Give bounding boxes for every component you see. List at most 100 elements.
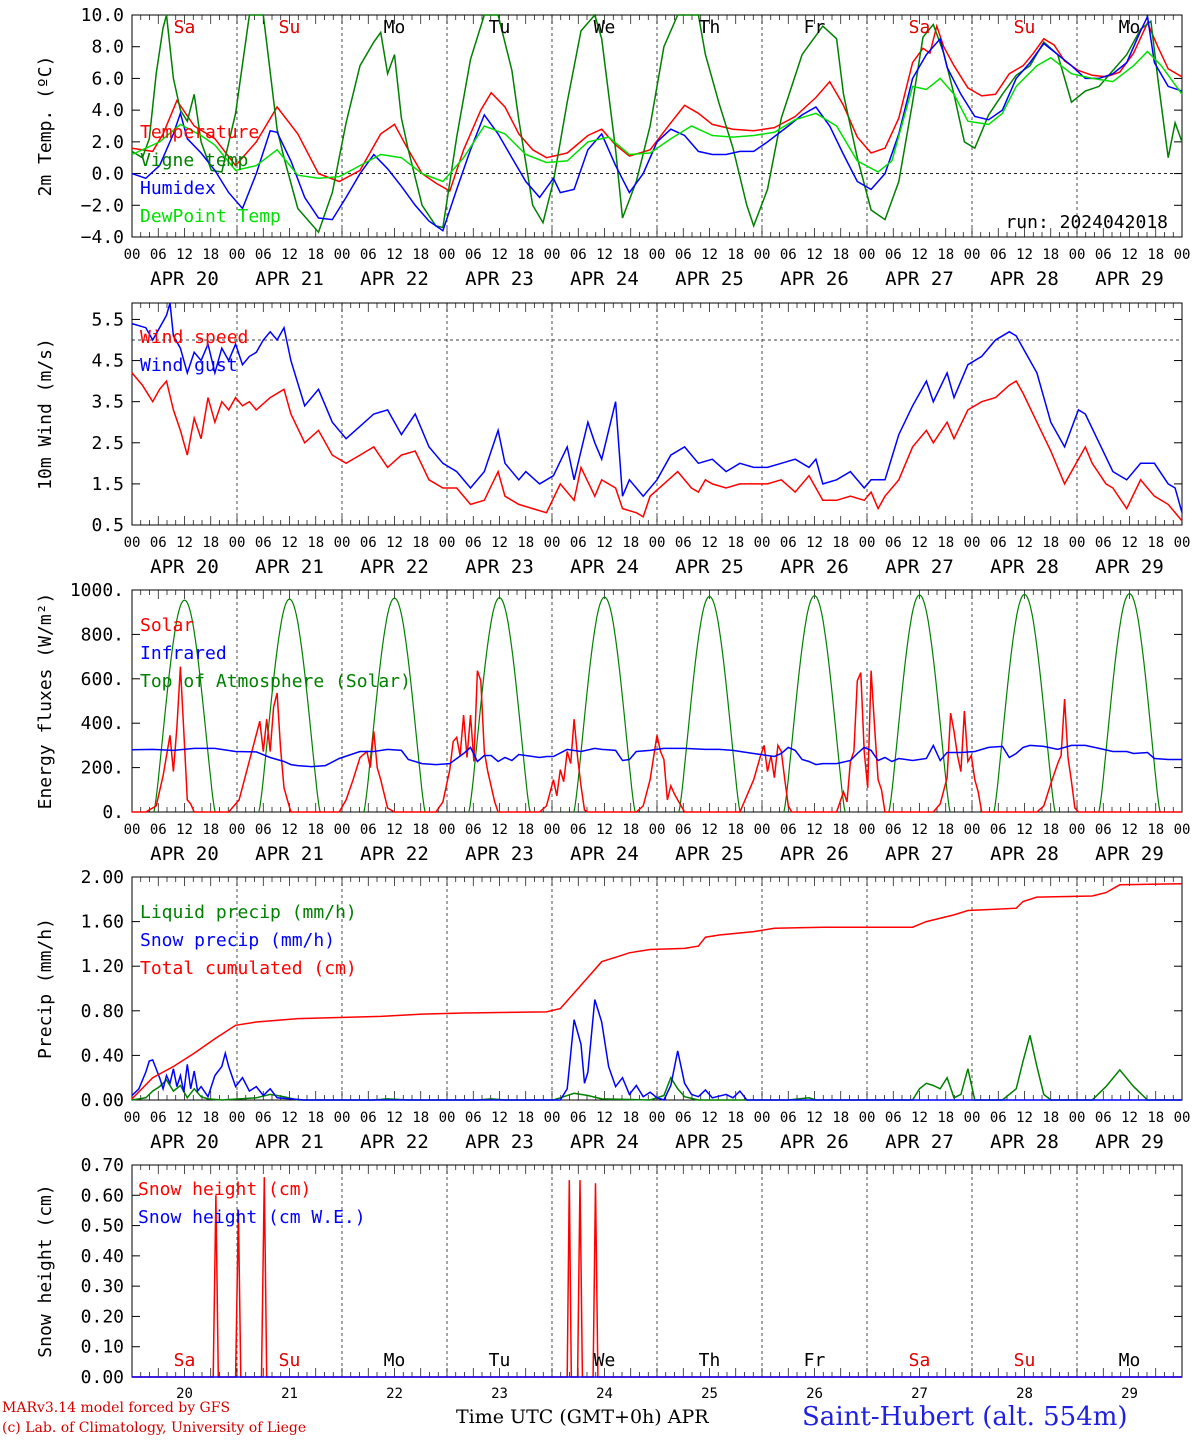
- x-tick-label: 00: [124, 247, 141, 263]
- x-tick-label: 00: [1174, 1110, 1191, 1126]
- x-tick-label: 12: [176, 1110, 193, 1126]
- y-tick-label: 600.: [81, 669, 124, 690]
- y-tick-label: 2.5: [91, 433, 124, 454]
- bottom-day-number: 20: [176, 1386, 193, 1402]
- x-tick-label: 18: [1147, 247, 1164, 263]
- x-tick-label: 18: [937, 1110, 954, 1126]
- x-tick-label: 18: [1042, 1110, 1059, 1126]
- x-tick-label: 06: [150, 535, 167, 551]
- x-tick-label: 00: [334, 822, 351, 838]
- bottom-day-number: 24: [596, 1386, 613, 1402]
- x-date-label: APR 23: [465, 556, 534, 578]
- x-tick-label: 00: [334, 1110, 351, 1126]
- x-date-label: APR 25: [675, 556, 744, 578]
- x-date-label: APR 24: [570, 843, 639, 865]
- x-tick-label: 12: [176, 535, 193, 551]
- x-tick-label: 00: [964, 247, 981, 263]
- y-tick-label: 1000.: [70, 580, 124, 601]
- x-date-label: APR 29: [1095, 268, 1164, 290]
- bottom-weekday-label: Su: [279, 1350, 301, 1371]
- weekday-label: Mo: [384, 17, 406, 38]
- x-tick-label: 12: [1121, 822, 1138, 838]
- x-tick-label: 18: [307, 535, 324, 551]
- series-line-dewpoint-temp: [131, 50, 1183, 183]
- x-tick-label: 00: [859, 1110, 876, 1126]
- bottom-weekday-label: Sa: [909, 1350, 931, 1371]
- bottom-day-number: 27: [911, 1386, 928, 1402]
- x-tick-label: 18: [1147, 822, 1164, 838]
- x-tick-label: 06: [570, 1110, 587, 1126]
- x-tick-label: 12: [806, 247, 823, 263]
- x-tick-label: 12: [596, 822, 613, 838]
- x-tick-label: 12: [1016, 247, 1033, 263]
- x-date-label: APR 22: [360, 1131, 429, 1153]
- x-tick-label: 00: [964, 822, 981, 838]
- x-tick-label: 06: [465, 535, 482, 551]
- series-line-wind-gust: [131, 302, 1183, 513]
- legend-entry: Humidex: [140, 178, 216, 199]
- x-tick-label: 06: [255, 1110, 272, 1126]
- x-tick-label: 00: [229, 247, 246, 263]
- x-tick-label: 06: [150, 822, 167, 838]
- y-tick-label: 0.: [102, 802, 124, 823]
- x-tick-label: 00: [544, 822, 561, 838]
- x-tick-label: 00: [544, 1110, 561, 1126]
- x-tick-label: 12: [806, 822, 823, 838]
- x-tick-label: 06: [150, 1110, 167, 1126]
- x-tick-label: 12: [596, 1110, 613, 1126]
- y-tick-label: 3.5: [91, 392, 124, 413]
- x-tick-label: 06: [360, 822, 377, 838]
- x-tick-label: 18: [517, 822, 534, 838]
- x-axis-units: Time UTC (GMT+0h) APR: [456, 1406, 709, 1428]
- x-date-label: APR 21: [255, 268, 324, 290]
- lab-credit: (c) Lab. of Climatology, University of L…: [2, 1420, 307, 1436]
- weekday-label: Su: [279, 17, 301, 38]
- x-tick-label: 06: [570, 822, 587, 838]
- x-tick-label: 00: [439, 1110, 456, 1126]
- weekday-label: Sa: [174, 17, 196, 38]
- x-tick-label: 12: [281, 1110, 298, 1126]
- x-date-label: APR 23: [465, 268, 534, 290]
- x-tick-label: 06: [675, 247, 692, 263]
- y-tick-label: −4.0: [81, 227, 124, 248]
- bottom-weekday-label: Mo: [384, 1350, 406, 1371]
- x-date-label: APR 26: [780, 1131, 849, 1153]
- x-tick-label: 06: [885, 535, 902, 551]
- x-tick-label: 00: [649, 1110, 666, 1126]
- x-tick-label: 06: [1095, 822, 1112, 838]
- x-date-label: APR 23: [465, 1131, 534, 1153]
- x-tick-label: 18: [412, 822, 429, 838]
- x-date-label: APR 22: [360, 268, 429, 290]
- x-tick-label: 12: [386, 535, 403, 551]
- x-tick-label: 00: [439, 247, 456, 263]
- bottom-day-number: 28: [1016, 1386, 1033, 1402]
- x-tick-label: 18: [202, 1110, 219, 1126]
- x-tick-label: 12: [701, 822, 718, 838]
- y-tick-label: 800.: [81, 624, 124, 645]
- legend-entry: Total cumulated (cm): [140, 958, 357, 979]
- weekday-label: We: [594, 17, 616, 38]
- x-tick-label: 00: [754, 247, 771, 263]
- x-date-label: APR 28: [990, 843, 1059, 865]
- x-date-label: APR 24: [570, 268, 639, 290]
- y-tick-label: 0.40: [81, 1246, 124, 1267]
- x-tick-label: 12: [1121, 247, 1138, 263]
- x-tick-label: 12: [281, 247, 298, 263]
- x-date-label: APR 27: [885, 1131, 954, 1153]
- x-tick-label: 06: [255, 822, 272, 838]
- y-axis-label: 2m Temp. (ºC): [35, 56, 56, 197]
- x-tick-label: 12: [701, 247, 718, 263]
- x-tick-label: 00: [1069, 1110, 1086, 1126]
- x-tick-label: 06: [150, 247, 167, 263]
- x-tick-label: 12: [911, 247, 928, 263]
- x-tick-label: 00: [334, 247, 351, 263]
- x-date-label: APR 29: [1095, 556, 1164, 578]
- x-tick-label: 06: [465, 247, 482, 263]
- weekday-label: Su: [1014, 17, 1036, 38]
- bottom-weekday-label: Fr: [804, 1350, 826, 1371]
- x-tick-label: 00: [544, 535, 561, 551]
- x-tick-label: 00: [229, 535, 246, 551]
- model-credit: MARv3.14 model forced by GFS: [2, 1400, 231, 1416]
- x-tick-label: 12: [911, 535, 928, 551]
- x-tick-label: 18: [937, 247, 954, 263]
